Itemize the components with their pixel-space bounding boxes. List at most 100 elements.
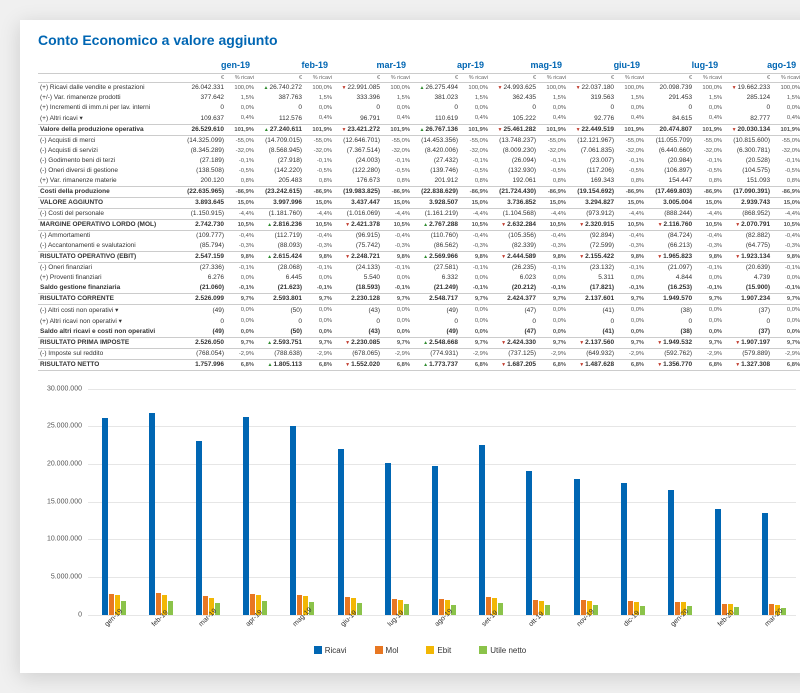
bar-ricavi [762,513,768,615]
value-cell: (19.983.825) [334,186,382,197]
row-label: (+) Var. rimanenze materie [38,176,178,187]
bar-group [715,509,739,614]
value-cell: 6.023 [490,273,538,283]
bar-utile [545,605,550,615]
pct-cell: -0,1% [772,262,800,273]
pct-cell: -0,1% [616,156,646,166]
pct-cell: 0,4% [382,113,412,125]
value-cell: 0 [334,316,382,327]
value-cell: (27.189) [178,156,226,166]
legend-item: Utile netto [479,646,526,655]
value-cell: 3.294.827 [568,197,616,208]
subcol-header: % ricavi [226,73,256,82]
pct-cell: -32,0% [382,146,412,156]
pct-cell: -0,5% [460,166,490,176]
pct-cell: -0,3% [226,241,256,252]
bar-group [479,445,503,615]
y-axis-tick: 0 [78,611,82,618]
value-cell: 0 [568,316,616,327]
value-cell: (43) [334,304,382,316]
value-cell: (788.638) [256,348,304,359]
value-cell: (1.161.219) [412,208,460,219]
pct-cell: -0,1% [538,262,568,273]
row-label: RISULTATO NETTO [38,359,178,370]
table-row: (+) Altri ricavi non operativi ▾00,0%00,… [38,316,800,327]
value-cell: ▼1.907.197 [724,337,772,348]
value-cell: (13.748.237) [490,135,538,146]
value-cell: (649.932) [568,348,616,359]
value-cell: ▼1.965.823 [646,251,694,262]
y-axis-tick: 10.000.000 [47,536,82,543]
row-label[interactable]: (-) Altri costi non operativi ▾ [38,304,178,316]
value-cell: ▼1.327.308 [724,359,772,370]
pct-cell: 1,5% [226,93,256,103]
row-label[interactable]: (+) Altri ricavi ▾ [38,113,178,125]
value-cell: (37) [724,327,772,338]
value-cell: 0 [490,103,538,113]
month-header: mar-19 [334,58,412,73]
pct-cell: 1,5% [772,93,800,103]
pct-cell: 1,5% [616,93,646,103]
value-cell: 5.311 [568,273,616,283]
pct-cell: 0,0% [304,327,334,338]
value-cell: (19.154.692) [568,186,616,197]
pct-cell: -0,5% [772,166,800,176]
bar-mol [250,594,255,615]
pct-cell: -0,1% [226,262,256,273]
pct-cell: -0,1% [304,156,334,166]
value-cell: (22.838.629) [412,186,460,197]
value-cell: 3.928.507 [412,197,460,208]
value-cell: 0 [724,103,772,113]
pct-cell: -4,4% [694,208,724,219]
pct-cell: -0,1% [538,156,568,166]
table-row: (+/-) Var. rimanenze prodotti377.6421,5%… [38,93,800,103]
value-cell: ▼1.552.020 [334,359,382,370]
pct-cell: 0,0% [772,273,800,283]
value-cell: 2.547.159 [178,251,226,262]
value-cell: 0 [724,316,772,327]
row-label: (-) Ammortamenti [38,230,178,241]
subcol-header: € [646,73,694,82]
row-label: (-) Oneri finanziari [38,262,178,273]
bar-ricavi [149,413,155,614]
pct-cell: 0,0% [616,103,646,113]
value-cell: (14.453.356) [412,135,460,146]
bar-group [338,449,362,615]
pct-cell: -0,4% [616,230,646,241]
value-cell: (14.709.015) [256,135,304,146]
pct-cell: 9,7% [460,337,490,348]
value-cell: (109.777) [178,230,226,241]
pct-cell: -0,5% [538,166,568,176]
pct-cell: -86,9% [694,186,724,197]
value-cell: 82.777 [724,113,772,125]
value-cell: (50) [256,327,304,338]
table-row: Saldo altri ricavi e costi non operativi… [38,327,800,338]
value-cell: (27.336) [178,262,226,273]
pct-cell: 9,8% [226,251,256,262]
pct-cell: 10,5% [460,219,490,230]
value-cell: (37) [724,304,772,316]
value-cell: 4.844 [646,273,694,283]
bar-group [621,483,645,615]
value-cell: 5.540 [334,273,382,283]
bar-mol [345,597,350,614]
pct-cell: -0,1% [694,156,724,166]
pct-cell: 15,0% [226,197,256,208]
pct-cell: 6,8% [694,359,724,370]
month-header: lug-19 [646,58,724,73]
row-label: (-) Oneri diversi di gestione [38,166,178,176]
value-cell: (66.213) [646,241,694,252]
month-header: feb-19 [256,58,334,73]
pct-cell: 10,5% [694,219,724,230]
row-label[interactable]: (+) Altri ricavi non operativi ▾ [38,316,178,327]
value-cell: (23.132) [568,262,616,273]
pct-cell: 0,4% [226,113,256,125]
value-cell: ▲27.240.611 [256,124,304,135]
pct-cell: -4,4% [538,208,568,219]
value-cell: ▼2.424.330 [490,337,538,348]
value-cell: (75.742) [334,241,382,252]
value-cell: (16.253) [646,283,694,294]
pct-cell: -4,4% [382,208,412,219]
table-row: RISULTATO CORRENTE2.526.0999,7%2.593.801… [38,293,800,304]
pct-cell: 1,5% [694,93,724,103]
